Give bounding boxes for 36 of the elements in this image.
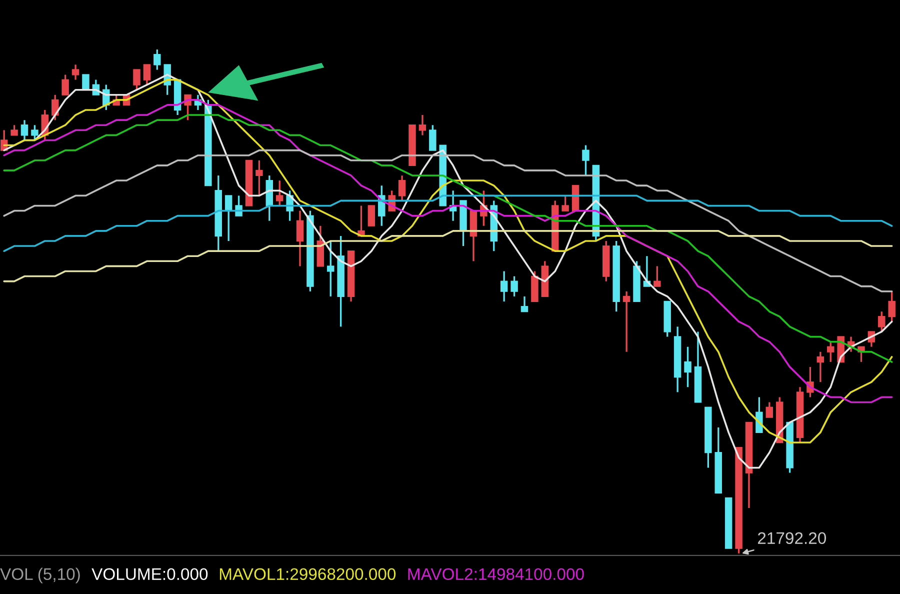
annotation: 21792.20 xyxy=(758,532,826,544)
candlestick xyxy=(143,64,151,86)
candlestick xyxy=(756,396,763,434)
candlestick xyxy=(20,119,28,142)
candlestick xyxy=(418,114,426,136)
candlestick xyxy=(888,290,896,322)
candlestick xyxy=(562,194,569,212)
candlestick xyxy=(31,124,38,142)
candlestick xyxy=(520,296,528,312)
candlestick xyxy=(398,174,406,202)
candlestick xyxy=(368,205,376,226)
candlestick xyxy=(133,68,140,91)
candlestick xyxy=(296,210,304,268)
candlestick xyxy=(654,265,661,288)
text: VOL (5,10) xyxy=(0,568,80,584)
candlestick xyxy=(766,401,774,418)
candlestick xyxy=(62,74,69,96)
candlestick xyxy=(684,346,692,388)
candlestick xyxy=(878,310,886,333)
candlestick xyxy=(622,290,630,353)
candlestick xyxy=(10,124,18,136)
candlestick xyxy=(256,160,263,196)
candlestick xyxy=(276,180,284,207)
candlestick xyxy=(826,340,834,363)
text: MAVOL2:14984100.000 xyxy=(408,568,584,580)
text: VOLUME:0.000 xyxy=(92,568,208,580)
candlestick xyxy=(582,144,590,176)
candlestick xyxy=(510,275,518,298)
candlestick xyxy=(72,64,80,81)
candlestick xyxy=(429,124,436,152)
candlestick xyxy=(326,240,334,298)
text: MAVOL1:29968200.000 xyxy=(220,568,396,580)
candlestick xyxy=(816,351,824,383)
candlestick xyxy=(224,194,232,242)
candlestick xyxy=(154,48,161,71)
candlestick xyxy=(500,270,508,302)
